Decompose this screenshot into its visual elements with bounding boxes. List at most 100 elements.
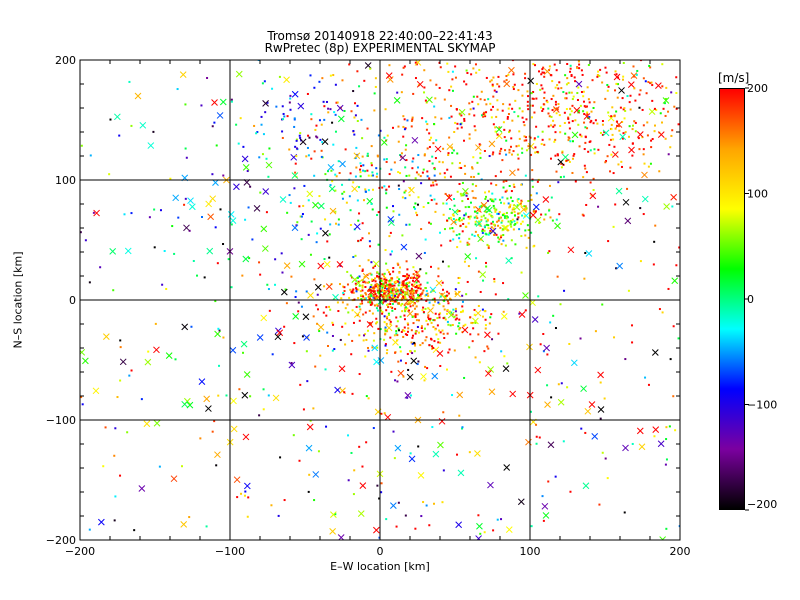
data-point [343, 286, 346, 289]
data-point [388, 64, 391, 67]
data-point [525, 207, 528, 210]
data-point [467, 222, 470, 225]
data-point-x-marker [337, 115, 345, 123]
data-point [230, 100, 233, 103]
data-point [286, 115, 289, 118]
data-point [421, 171, 424, 174]
data-point [435, 83, 438, 86]
data-point-x-marker [615, 187, 623, 195]
data-point [374, 77, 377, 80]
data-point [507, 202, 510, 205]
data-point [546, 384, 549, 387]
data-point [512, 150, 515, 153]
data-point [360, 118, 363, 121]
data-point [395, 287, 398, 290]
data-point [675, 92, 678, 95]
data-point [442, 305, 445, 308]
data-point [399, 315, 402, 318]
data-point [517, 144, 520, 147]
data-point [364, 355, 367, 358]
data-point [386, 134, 389, 137]
data-point [389, 286, 392, 289]
data-point [426, 367, 429, 370]
data-point [274, 283, 277, 286]
data-point [92, 211, 95, 214]
data-point [455, 234, 458, 237]
data-point [532, 90, 535, 93]
data-point [409, 300, 412, 303]
data-point [521, 151, 524, 154]
data-point [451, 151, 454, 154]
data-point [660, 121, 663, 124]
data-point [599, 417, 602, 420]
data-point [382, 284, 385, 287]
data-point [133, 529, 136, 532]
data-point [417, 166, 420, 169]
data-point [230, 223, 233, 226]
data-point [647, 81, 650, 84]
data-point [513, 214, 516, 217]
data-point [432, 346, 435, 349]
data-point [378, 272, 381, 275]
data-point [222, 336, 225, 339]
data-point [488, 213, 491, 216]
data-point [358, 305, 361, 308]
data-point-x-marker [657, 440, 665, 448]
data-point [584, 431, 587, 434]
data-point [284, 288, 287, 291]
data-point [407, 368, 410, 371]
data-point [496, 83, 499, 86]
data-point [613, 336, 616, 339]
data-point-x-marker [525, 438, 532, 446]
data-point [364, 170, 367, 173]
data-point [387, 298, 390, 301]
data-point [633, 120, 636, 123]
data-point [361, 222, 364, 225]
data-point [289, 97, 292, 100]
data-point [335, 101, 338, 104]
data-point [360, 297, 363, 300]
data-point [540, 73, 543, 76]
data-point [422, 306, 425, 309]
data-point [506, 362, 509, 365]
data-point [488, 322, 491, 325]
data-point [407, 323, 410, 326]
data-point [415, 305, 418, 308]
data-point [399, 291, 402, 294]
data-point-x-marker [602, 129, 610, 137]
data-point-x-marker [242, 433, 250, 441]
data-point [411, 289, 414, 292]
data-point [354, 254, 357, 257]
data-point-x-marker [387, 216, 395, 223]
data-point [512, 228, 515, 231]
data-point [471, 233, 474, 236]
data-point [336, 301, 339, 304]
data-point [412, 157, 415, 160]
data-point [584, 105, 587, 108]
data-point-x-marker [532, 203, 540, 211]
data-point [411, 118, 414, 121]
data-point-x-marker [283, 76, 290, 84]
data-point [403, 329, 406, 332]
data-point [351, 289, 354, 292]
data-point-x-marker [505, 257, 513, 264]
data-point [376, 172, 379, 175]
data-point [402, 125, 405, 128]
data-point-x-marker [181, 323, 189, 331]
data-point [609, 138, 612, 141]
data-point [445, 294, 448, 297]
data-point [392, 430, 395, 433]
data-point-x-marker [212, 179, 219, 186]
data-point-x-marker [243, 371, 251, 378]
data-point [571, 171, 574, 174]
data-point-x-marker [399, 154, 407, 162]
data-point-x-marker [447, 311, 455, 319]
data-point [448, 310, 451, 313]
data-point [247, 206, 250, 209]
data-point [386, 349, 389, 352]
data-point [604, 457, 607, 460]
data-point [153, 246, 156, 249]
data-point [384, 249, 387, 252]
data-point [247, 496, 250, 499]
data-point [445, 368, 448, 371]
